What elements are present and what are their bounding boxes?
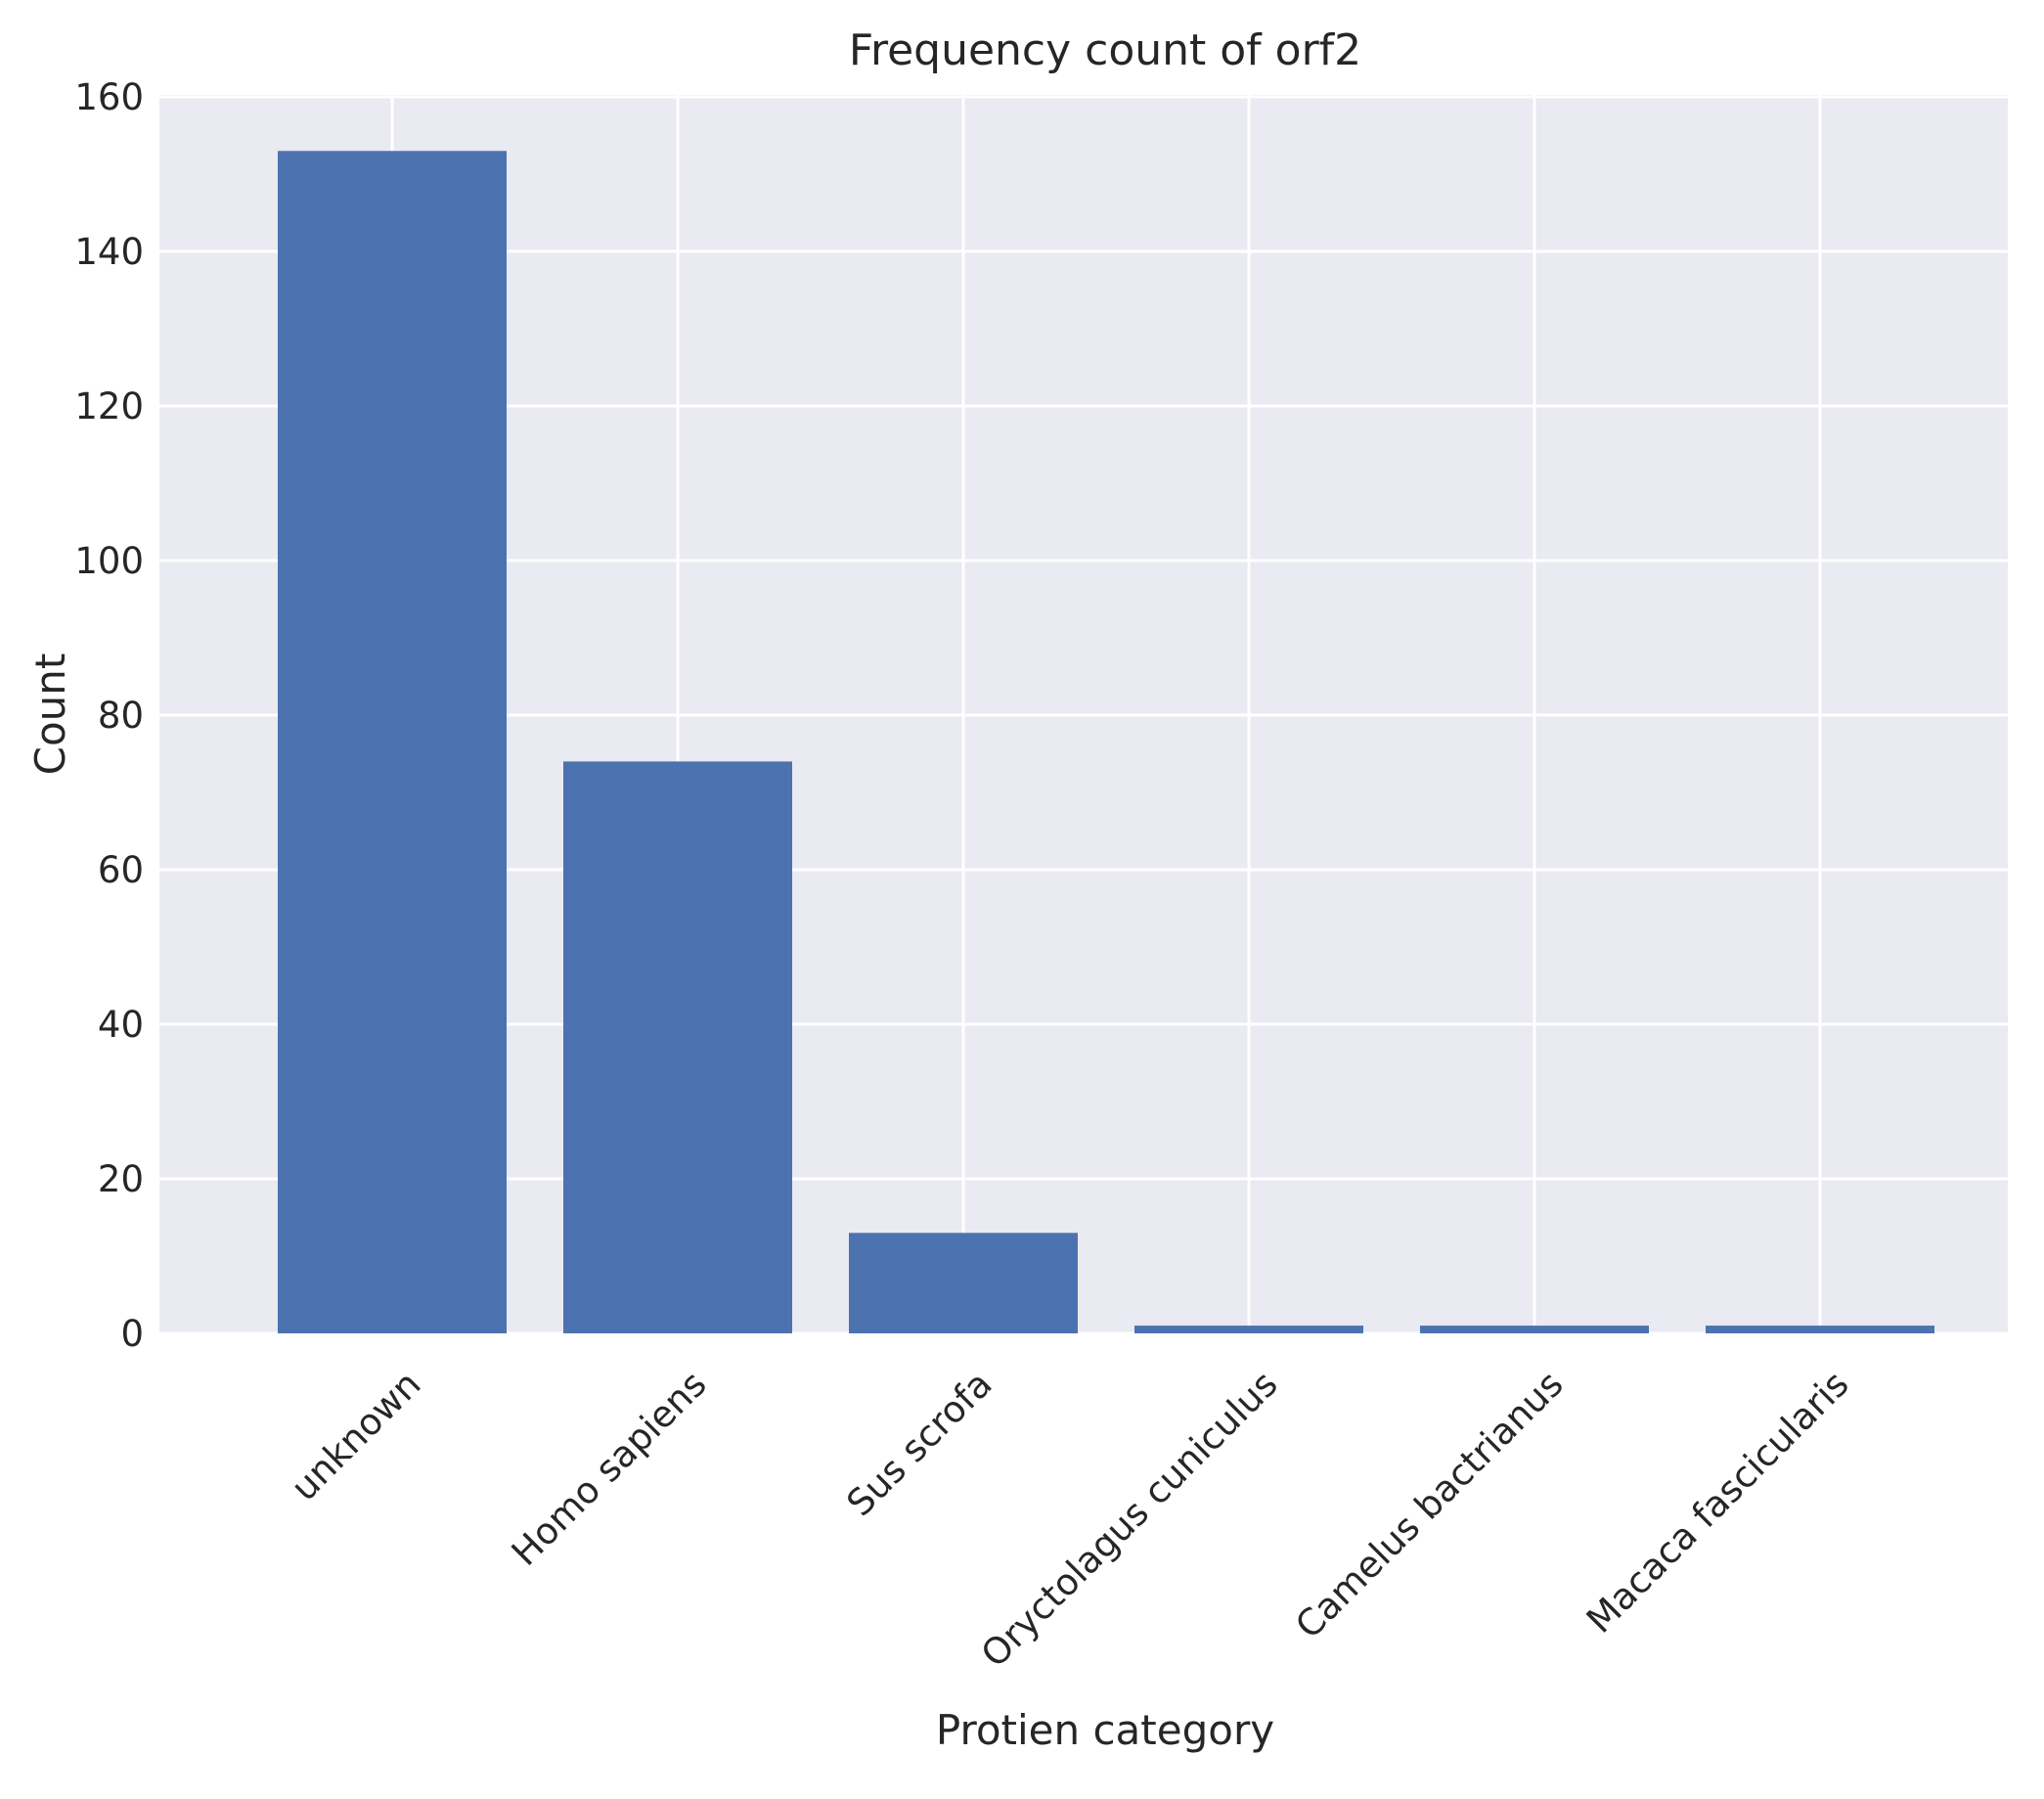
y-axis-label: Count	[26, 653, 74, 776]
x-tick-label: Macaca fascicularis	[1578, 1363, 1857, 1642]
y-tick-label: 100	[74, 540, 144, 582]
y-tick-label: 80	[98, 695, 144, 737]
bar	[278, 151, 507, 1333]
bar	[1420, 1326, 1649, 1333]
y-tick-label: 20	[98, 1158, 144, 1200]
bar	[563, 761, 792, 1333]
y-tick-label: 120	[74, 385, 144, 427]
y-tick-label: 40	[98, 1004, 144, 1046]
x-tick-label: unknown	[283, 1363, 428, 1508]
bars	[278, 151, 1934, 1333]
x-tick-label: Homo sapiens	[504, 1363, 715, 1574]
y-tick-label: 140	[74, 231, 144, 273]
y-tick-label: 60	[98, 849, 144, 891]
y-tick-label: 0	[120, 1313, 144, 1355]
x-axis-ticks: unknown Homo sapiens Sus scrofaOryctolagus…	[283, 1363, 1856, 1676]
y-tick-label: 160	[74, 76, 144, 118]
x-tick-label: Sus scrofa	[839, 1363, 1000, 1524]
bar	[1134, 1326, 1363, 1333]
bar	[849, 1233, 1078, 1333]
x-tick-label: Oryctolagus cuniculus	[973, 1363, 1286, 1676]
chart-title: Frequency count of orf2	[849, 25, 1361, 75]
x-tick-label: Camelus bactrianus	[1287, 1363, 1571, 1646]
x-axis-label: Protien category	[936, 1706, 1274, 1754]
bar	[1706, 1326, 1934, 1333]
y-axis-ticks: 0 20 40 60 80 100 120 140 160	[74, 76, 144, 1355]
